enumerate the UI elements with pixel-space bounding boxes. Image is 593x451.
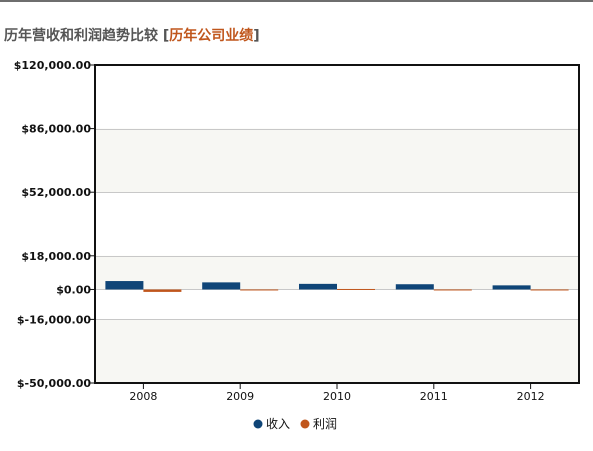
revenue-bar: [492, 285, 531, 290]
profit-bar: [433, 289, 472, 291]
profit-bar: [337, 288, 375, 290]
chart-header: 历年营收和利润趋势比较 [历年公司业绩]: [4, 26, 260, 46]
y-tick-label: $18,000.00: [21, 250, 91, 263]
grid-lines: [95, 129, 579, 320]
bars: [105, 281, 569, 292]
y-tick-label: $52,000.00: [21, 186, 91, 199]
profit-bar: [530, 289, 569, 291]
revenue-bar: [395, 284, 434, 290]
legend: 收入 利润: [253, 417, 337, 431]
profit-bar: [240, 289, 279, 291]
revenue-bar: [202, 282, 241, 290]
company-performance-link[interactable]: 历年公司业绩: [169, 28, 254, 44]
top-border: [0, 0, 593, 2]
page-title: 历年营收和利润趋势比较: [4, 28, 158, 44]
legend-marker: [300, 419, 310, 429]
legend-label: 收入: [266, 417, 290, 431]
y-tick-label: $120,000.00: [14, 59, 92, 72]
revenue-bar: [105, 281, 144, 290]
x-tick-label: 2009: [226, 390, 254, 403]
plot-band: [95, 319, 579, 383]
y-tick-label: $-16,000.00: [17, 313, 91, 326]
y-axis: $120,000.00 $86,000.00 $52,000.00 $18,000.0…: [14, 59, 95, 390]
x-axis: 2008 2009 2010 2011 2012: [129, 383, 545, 403]
bracket-open: [: [162, 28, 170, 44]
x-tick-label: 2011: [420, 390, 448, 403]
x-tick-label: 2010: [323, 390, 351, 403]
revenue-bar: [299, 283, 337, 290]
plot-bands: [95, 128, 579, 383]
x-tick-label: 2008: [129, 390, 157, 403]
legend-marker: [253, 419, 263, 429]
bracket-close: ]: [253, 28, 260, 44]
profit-bar: [143, 289, 182, 292]
y-tick-label: $0.00: [56, 283, 91, 296]
x-tick-label: 2012: [517, 390, 545, 403]
legend-label: 利润: [313, 417, 337, 431]
y-tick-label: $-50,000.00: [17, 377, 91, 390]
y-tick-label: $86,000.00: [21, 123, 91, 136]
plot-band: [95, 128, 579, 193]
